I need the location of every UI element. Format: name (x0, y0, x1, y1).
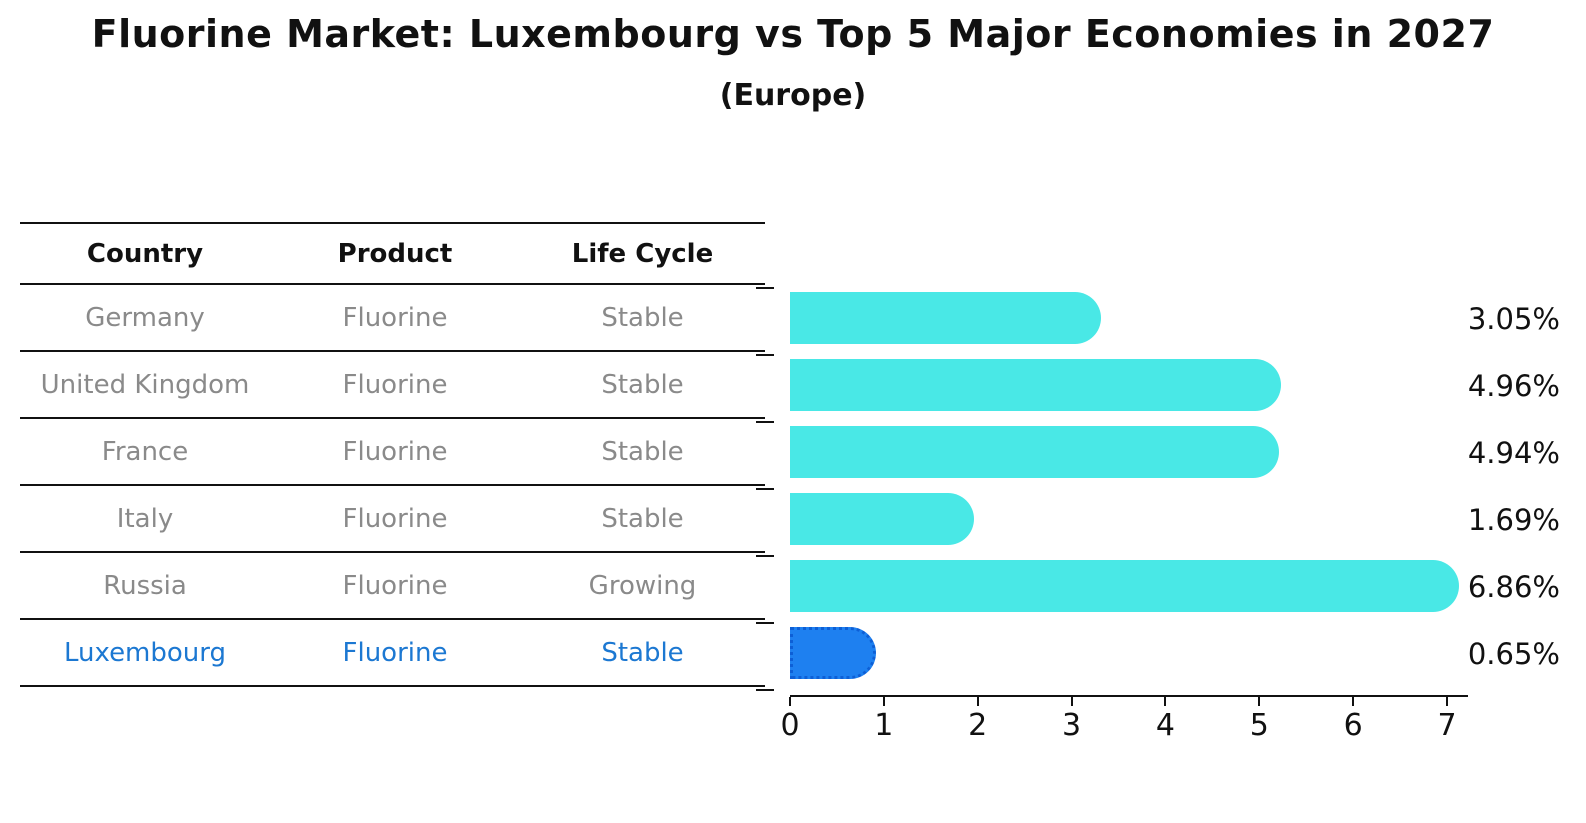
country-cell: Russia (103, 570, 187, 601)
table-row: Luxembourg Fluorine Stable 0.65% (0, 620, 1586, 687)
y-tick (756, 287, 774, 289)
x-axis-line (790, 695, 1468, 697)
x-tick-label: 0 (780, 708, 800, 743)
row-cells: France Fluorine Stable (20, 419, 765, 486)
x-axis: 0 1 2 3 4 5 6 7 (780, 695, 1480, 755)
x-tick (1445, 697, 1448, 706)
y-tick (756, 622, 774, 624)
row-cells: Luxembourg Fluorine Stable (20, 620, 765, 687)
table-row: Russia Fluorine Growing 6.86% (0, 553, 1586, 620)
product-cell: Fluorine (342, 503, 448, 534)
country-cell: Luxembourg (63, 637, 227, 668)
bar-luxembourg (790, 627, 876, 679)
x-tick (976, 697, 979, 706)
value-label: 3.05% (1467, 301, 1560, 336)
x-tick-label: 5 (1249, 708, 1269, 743)
value-label: 6.86% (1467, 569, 1560, 604)
product-cell: Fluorine (342, 302, 448, 333)
bar-france (790, 426, 1279, 478)
x-tick (1164, 697, 1167, 706)
country-cell: United Kingdom (40, 369, 250, 400)
lifecycle-cell: Stable (601, 637, 684, 668)
bar-united-kingdom (790, 359, 1281, 411)
value-label: 1.69% (1467, 502, 1560, 537)
column-header-country: Country (86, 238, 204, 269)
country-cell: Germany (85, 302, 205, 333)
x-tick (1070, 697, 1073, 706)
row-cells: Germany Fluorine Stable (20, 285, 765, 352)
value-label: 4.96% (1467, 368, 1560, 403)
y-tick (756, 354, 774, 356)
product-cell: Fluorine (342, 436, 448, 467)
bar-germany (790, 292, 1102, 344)
lifecycle-cell: Stable (601, 436, 684, 467)
x-tick (789, 697, 791, 706)
x-tick-label: 1 (874, 708, 894, 743)
row-cells: Russia Fluorine Growing (20, 553, 765, 620)
product-cell: Fluorine (342, 570, 448, 601)
y-tick (756, 488, 774, 490)
country-cell: France (101, 436, 189, 467)
x-tick (1352, 697, 1355, 706)
bar-italy (790, 493, 974, 545)
product-cell: Fluorine (342, 369, 448, 400)
y-tick (756, 689, 774, 691)
value-label: 0.65% (1467, 636, 1560, 671)
bar-russia (790, 560, 1459, 612)
lifecycle-cell: Stable (601, 369, 684, 400)
value-label: 4.94% (1467, 435, 1560, 470)
x-tick-label: 6 (1343, 708, 1363, 743)
x-tick-label: 7 (1437, 708, 1457, 743)
table-row: Germany Fluorine Stable 3.05% (0, 285, 1586, 352)
table-row: France Fluorine Stable 4.94% (0, 419, 1586, 486)
column-header-lifecycle: Life Cycle (571, 238, 714, 269)
x-tick-label: 4 (1155, 708, 1175, 743)
lifecycle-cell: Growing (588, 570, 697, 601)
table-row: Italy Fluorine Stable 1.69% (0, 486, 1586, 553)
x-tick-label: 2 (968, 708, 988, 743)
x-tick (1258, 697, 1261, 706)
product-cell: Fluorine (342, 637, 448, 668)
country-cell: Italy (116, 503, 174, 534)
row-cells: United Kingdom Fluorine Stable (20, 352, 765, 419)
column-header-product: Product (337, 238, 453, 269)
chart-subtitle: (Europe) (719, 78, 867, 113)
x-tick (882, 697, 885, 706)
table-row: United Kingdom Fluorine Stable 4.96% (0, 352, 1586, 419)
y-tick (756, 421, 774, 423)
chart-title: Fluorine Market: Luxembourg vs Top 5 Maj… (91, 12, 1495, 56)
lifecycle-cell: Stable (601, 503, 684, 534)
row-cells: Italy Fluorine Stable (20, 486, 765, 553)
table-header: Country Product Life Cycle (20, 222, 765, 285)
y-tick (756, 555, 774, 557)
lifecycle-cell: Stable (601, 302, 684, 333)
x-tick-label: 3 (1062, 708, 1082, 743)
